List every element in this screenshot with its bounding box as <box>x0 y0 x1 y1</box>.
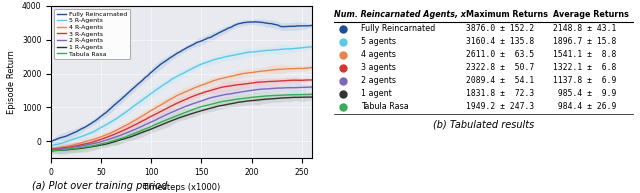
Text: 2 agents: 2 agents <box>361 76 396 85</box>
Text: 1322.1 ±  6.8: 1322.1 ± 6.8 <box>553 63 616 72</box>
5 R-Agents <box>284 48 291 50</box>
5 R-Agents <box>308 46 316 48</box>
2 R-Agents <box>202 98 210 100</box>
1 R-Agents <box>202 108 209 111</box>
Fully Reincarnated <box>284 25 292 28</box>
Text: 2611.0 ±  63.5: 2611.0 ± 63.5 <box>466 50 534 59</box>
1 R-Agents <box>267 98 275 100</box>
Text: 4 agents: 4 agents <box>361 50 396 59</box>
Line: 1 R-Agents: 1 R-Agents <box>51 97 312 151</box>
Fully Reincarnated <box>202 38 209 40</box>
Text: 3160.4 ± 135.8: 3160.4 ± 135.8 <box>466 37 534 46</box>
Text: Fully Reincarnated: Fully Reincarnated <box>361 25 435 33</box>
3 R-Agents <box>48 148 56 150</box>
Text: 2148.8 ± 43.1: 2148.8 ± 43.1 <box>553 25 616 33</box>
Text: Average Returns: Average Returns <box>553 10 628 19</box>
3 R-Agents <box>284 79 291 82</box>
5 R-Agents <box>307 46 315 48</box>
2 R-Agents <box>202 98 209 101</box>
Fully Reincarnated <box>48 140 56 142</box>
Legend: Fully Reincarnated, 5 R-Agents, 4 R-Agents, 3 R-Agents, 2 R-Agents, 1 R-Agents, : Fully Reincarnated, 5 R-Agents, 4 R-Agen… <box>54 9 130 59</box>
Line: 2 R-Agents: 2 R-Agents <box>51 87 312 150</box>
4 R-Agents <box>47 147 55 150</box>
Text: 985.4 ±  9.9: 985.4 ± 9.9 <box>553 89 616 98</box>
Text: 3 agents: 3 agents <box>361 63 396 72</box>
4 R-Agents <box>284 68 291 70</box>
Tabula Rasa <box>207 103 214 106</box>
4 R-Agents <box>267 69 275 71</box>
4 R-Agents <box>202 83 209 85</box>
1 R-Agents <box>47 150 55 152</box>
1 R-Agents <box>48 150 56 152</box>
Tabula Rasa <box>48 149 56 152</box>
1 R-Agents <box>207 107 214 109</box>
3 R-Agents <box>267 80 275 83</box>
5 R-Agents <box>202 61 210 64</box>
Text: Maximum Returns: Maximum Returns <box>466 10 548 19</box>
5 R-Agents <box>48 145 56 147</box>
4 R-Agents <box>308 66 316 69</box>
3 R-Agents <box>308 79 316 81</box>
5 R-Agents <box>47 145 55 147</box>
3 R-Agents <box>202 91 209 93</box>
Tabula Rasa <box>202 105 209 107</box>
Y-axis label: Episode Return: Episode Return <box>8 50 17 114</box>
Tabula Rasa <box>284 94 291 96</box>
1 R-Agents <box>202 108 210 111</box>
Text: 984.4 ± 26.9: 984.4 ± 26.9 <box>553 102 616 111</box>
Text: Tabula Rasa: Tabula Rasa <box>361 102 409 111</box>
Line: 5 R-Agents: 5 R-Agents <box>51 47 312 146</box>
Fully Reincarnated <box>47 140 55 142</box>
2 R-Agents <box>267 87 275 90</box>
2 R-Agents <box>207 97 214 99</box>
3 R-Agents <box>47 148 55 150</box>
Text: 5 agents: 5 agents <box>361 37 396 46</box>
Tabula Rasa <box>47 150 55 152</box>
4 R-Agents <box>207 81 214 83</box>
Fully Reincarnated <box>252 21 260 23</box>
3 R-Agents <box>305 79 313 81</box>
Line: Fully Reincarnated: Fully Reincarnated <box>51 22 312 141</box>
X-axis label: Timesteps (x1000): Timesteps (x1000) <box>142 183 221 191</box>
Text: 1541.1 ±  8.8: 1541.1 ± 8.8 <box>553 50 616 59</box>
5 R-Agents <box>207 60 214 62</box>
1 R-Agents <box>284 97 291 99</box>
Text: 3876.0 ± 152.2: 3876.0 ± 152.2 <box>466 25 534 33</box>
Text: (b) Tabulated results: (b) Tabulated results <box>433 119 534 129</box>
Text: 1831.8 ±  72.3: 1831.8 ± 72.3 <box>466 89 534 98</box>
Line: 4 R-Agents: 4 R-Agents <box>51 68 312 149</box>
2 R-Agents <box>48 149 56 151</box>
Fully Reincarnated <box>268 22 275 25</box>
Fully Reincarnated <box>308 24 316 27</box>
2 R-Agents <box>284 87 291 89</box>
Tabula Rasa <box>308 93 316 95</box>
5 R-Agents <box>202 62 209 64</box>
Tabula Rasa <box>202 104 210 107</box>
Text: 1896.7 ± 15.8: 1896.7 ± 15.8 <box>553 37 616 46</box>
2 R-Agents <box>308 86 316 88</box>
Tabula Rasa <box>267 94 275 97</box>
4 R-Agents <box>202 82 210 85</box>
3 R-Agents <box>207 89 214 92</box>
Text: (a) Plot over training period: (a) Plot over training period <box>31 181 167 191</box>
Text: Num. Reincarnated Agents, x: Num. Reincarnated Agents, x <box>334 10 466 19</box>
1 R-Agents <box>308 96 316 98</box>
Fully Reincarnated <box>207 36 214 38</box>
Text: 2322.8 ±  50.7: 2322.8 ± 50.7 <box>466 63 534 72</box>
Text: 2089.4 ±  54.1: 2089.4 ± 54.1 <box>466 76 534 85</box>
5 R-Agents <box>267 49 275 51</box>
Text: 1949.2 ± 247.3: 1949.2 ± 247.3 <box>466 102 534 111</box>
Text: 1 agent: 1 agent <box>361 89 392 98</box>
Fully Reincarnated <box>202 38 210 40</box>
Text: 1137.8 ±  6.9: 1137.8 ± 6.9 <box>553 76 616 85</box>
4 R-Agents <box>48 147 56 150</box>
2 R-Agents <box>47 149 55 151</box>
3 R-Agents <box>202 91 210 93</box>
Line: 3 R-Agents: 3 R-Agents <box>51 80 312 149</box>
Line: Tabula Rasa: Tabula Rasa <box>51 94 312 151</box>
